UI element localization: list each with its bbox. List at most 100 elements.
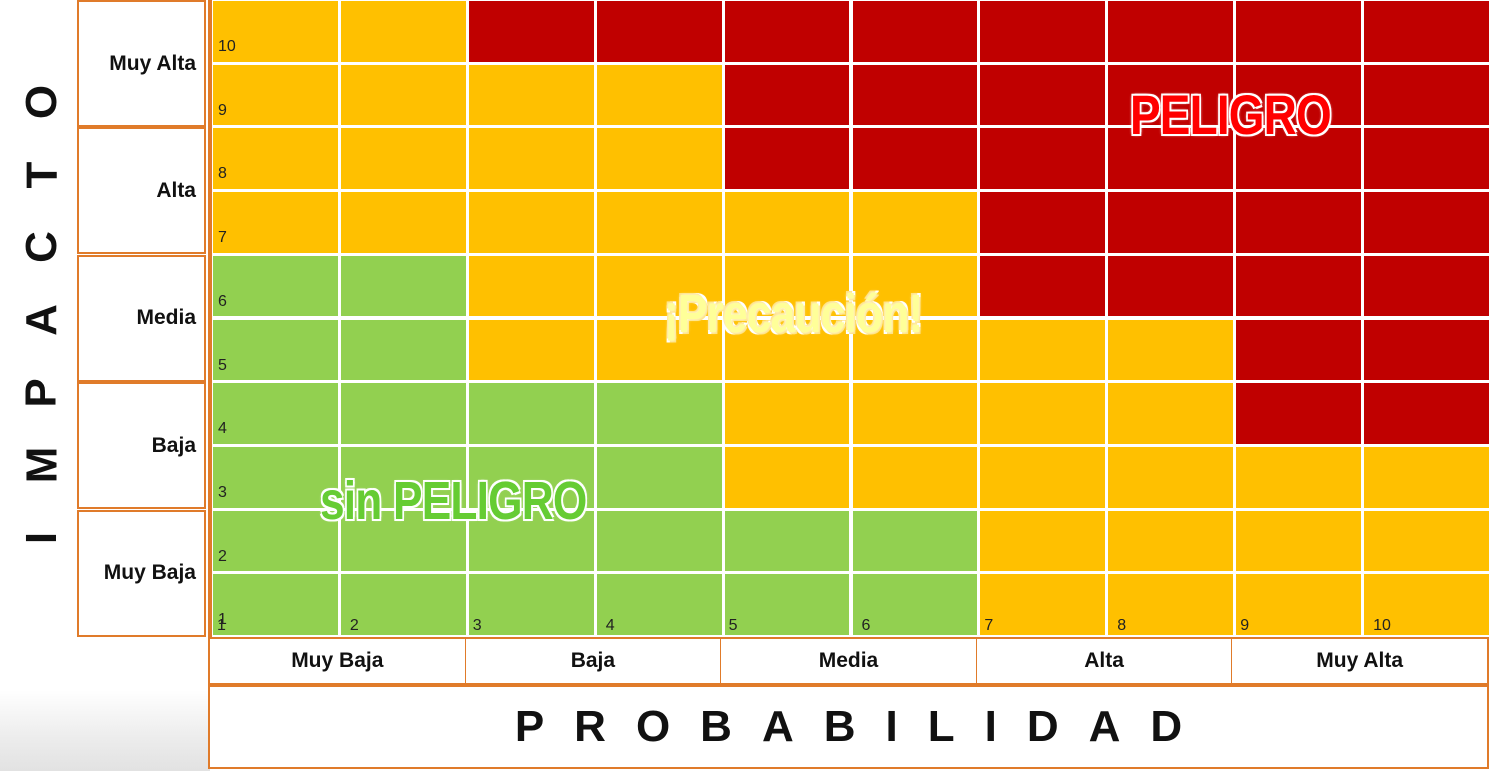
matrix-cell [980,319,1106,381]
matrix-cell [1364,1,1489,62]
matrix-cell [1236,255,1362,317]
matrix-cell [980,255,1106,317]
impact-title-letter: T [16,161,66,189]
matrix-cell [213,574,338,635]
matrix-cell [724,255,850,317]
matrix-cell [852,64,978,126]
matrix-cell [1108,64,1234,126]
matrix-cell [980,446,1106,508]
matrix-cell [340,1,466,62]
matrix-cell [213,446,338,508]
matrix-cell [340,64,466,126]
matrix-cell [596,446,722,508]
matrix-cell [468,64,594,126]
column-number: 1 [217,617,226,634]
impact-title-letter: I [16,531,66,545]
impact-title-letter: A [17,304,66,336]
matrix-cell [1108,446,1234,508]
matrix-cell [1236,383,1362,444]
matrix-cell [724,319,850,381]
matrix-cell [724,128,850,190]
matrix-cell [1108,255,1234,317]
matrix-cell [1364,255,1489,317]
matrix-cell [724,64,850,126]
matrix-cell [1108,1,1234,62]
probability-level-label: Alta [977,639,1233,683]
matrix-cell [596,192,722,253]
impact-title-letter: P [16,377,66,408]
matrix-cell [852,319,978,381]
matrix-cell [340,510,466,572]
row-number: 4 [218,420,227,438]
row-number: 2 [218,547,227,565]
matrix-cell [852,192,978,253]
column-number: 4 [605,617,615,634]
impact-level-label: Muy Baja [77,509,206,637]
matrix-cell [1236,128,1362,190]
column-number: 9 [1240,617,1250,634]
row-number: 3 [218,483,227,501]
matrix-cell [468,510,594,572]
matrix-cell [1364,64,1489,126]
matrix-cell [852,510,978,572]
probability-level-labels: Muy Baja Baja Media Alta Muy Alta [208,637,1489,685]
matrix-cell [724,192,850,253]
matrix-cell [724,510,850,572]
impact-level-label: Alta [77,127,206,255]
zone-label-caution: ¡Precaución! [664,284,923,344]
matrix-cell [596,255,722,317]
matrix-cell [1108,319,1234,381]
matrix-cell [1236,574,1362,635]
matrix-cell [468,255,594,317]
matrix-cell [1236,319,1362,381]
column-number: 5 [728,617,738,634]
column-number: 7 [984,617,994,634]
impact-level-label: Muy Alta [77,0,206,127]
background-fade [0,690,210,771]
matrix-cell [1108,192,1234,253]
matrix-cell [213,510,338,572]
matrix-cell [596,1,722,62]
matrix-cell [1236,1,1362,62]
matrix-cell [1364,510,1489,572]
column-number: 8 [1117,617,1127,634]
matrix-cell [596,128,722,190]
probability-level-label: Media [721,639,977,683]
row-number: 10 [218,38,236,55]
matrix-cell [724,574,850,635]
impact-title-letter: M [17,446,66,484]
column-number: 10 [1373,617,1391,634]
impact-axis-title: O T C A P M I [14,80,70,560]
matrix-cell [1108,574,1234,635]
column-number: 3 [472,617,482,634]
matrix-cell [340,574,466,635]
matrix-cell [852,255,978,317]
zone-label-safe: sin PELIGRO [320,471,587,531]
matrix-cell [980,510,1106,572]
matrix-cell [1364,128,1489,190]
impact-title-letter: C [17,231,66,264]
probability-level-label: Muy Alta [1316,649,1404,672]
matrix-cell [852,128,978,190]
matrix-cell [340,128,466,190]
matrix-cell [468,1,594,62]
matrix-cell [340,383,466,444]
matrix-cell [596,64,722,126]
impact-level-labels: Muy Alta Alta Media Baja Muy Baja [77,0,210,637]
zone-label-danger: PELIGRO [1130,83,1332,146]
matrix-cell [724,1,850,62]
matrix-cell [596,383,722,444]
matrix-cell [980,574,1106,635]
matrix-cell [1236,510,1362,572]
matrix-cell [468,383,594,444]
matrix-cell [1236,64,1362,126]
row-number: 6 [218,292,227,310]
matrix-cell [213,64,338,126]
column-number: 2 [349,617,359,634]
matrix-cell [1364,446,1489,508]
matrix-cell [1364,383,1489,444]
matrix-cell [213,383,338,444]
matrix-cell [1108,128,1234,190]
matrix-cell [1364,319,1489,381]
matrix-cell [213,319,338,381]
